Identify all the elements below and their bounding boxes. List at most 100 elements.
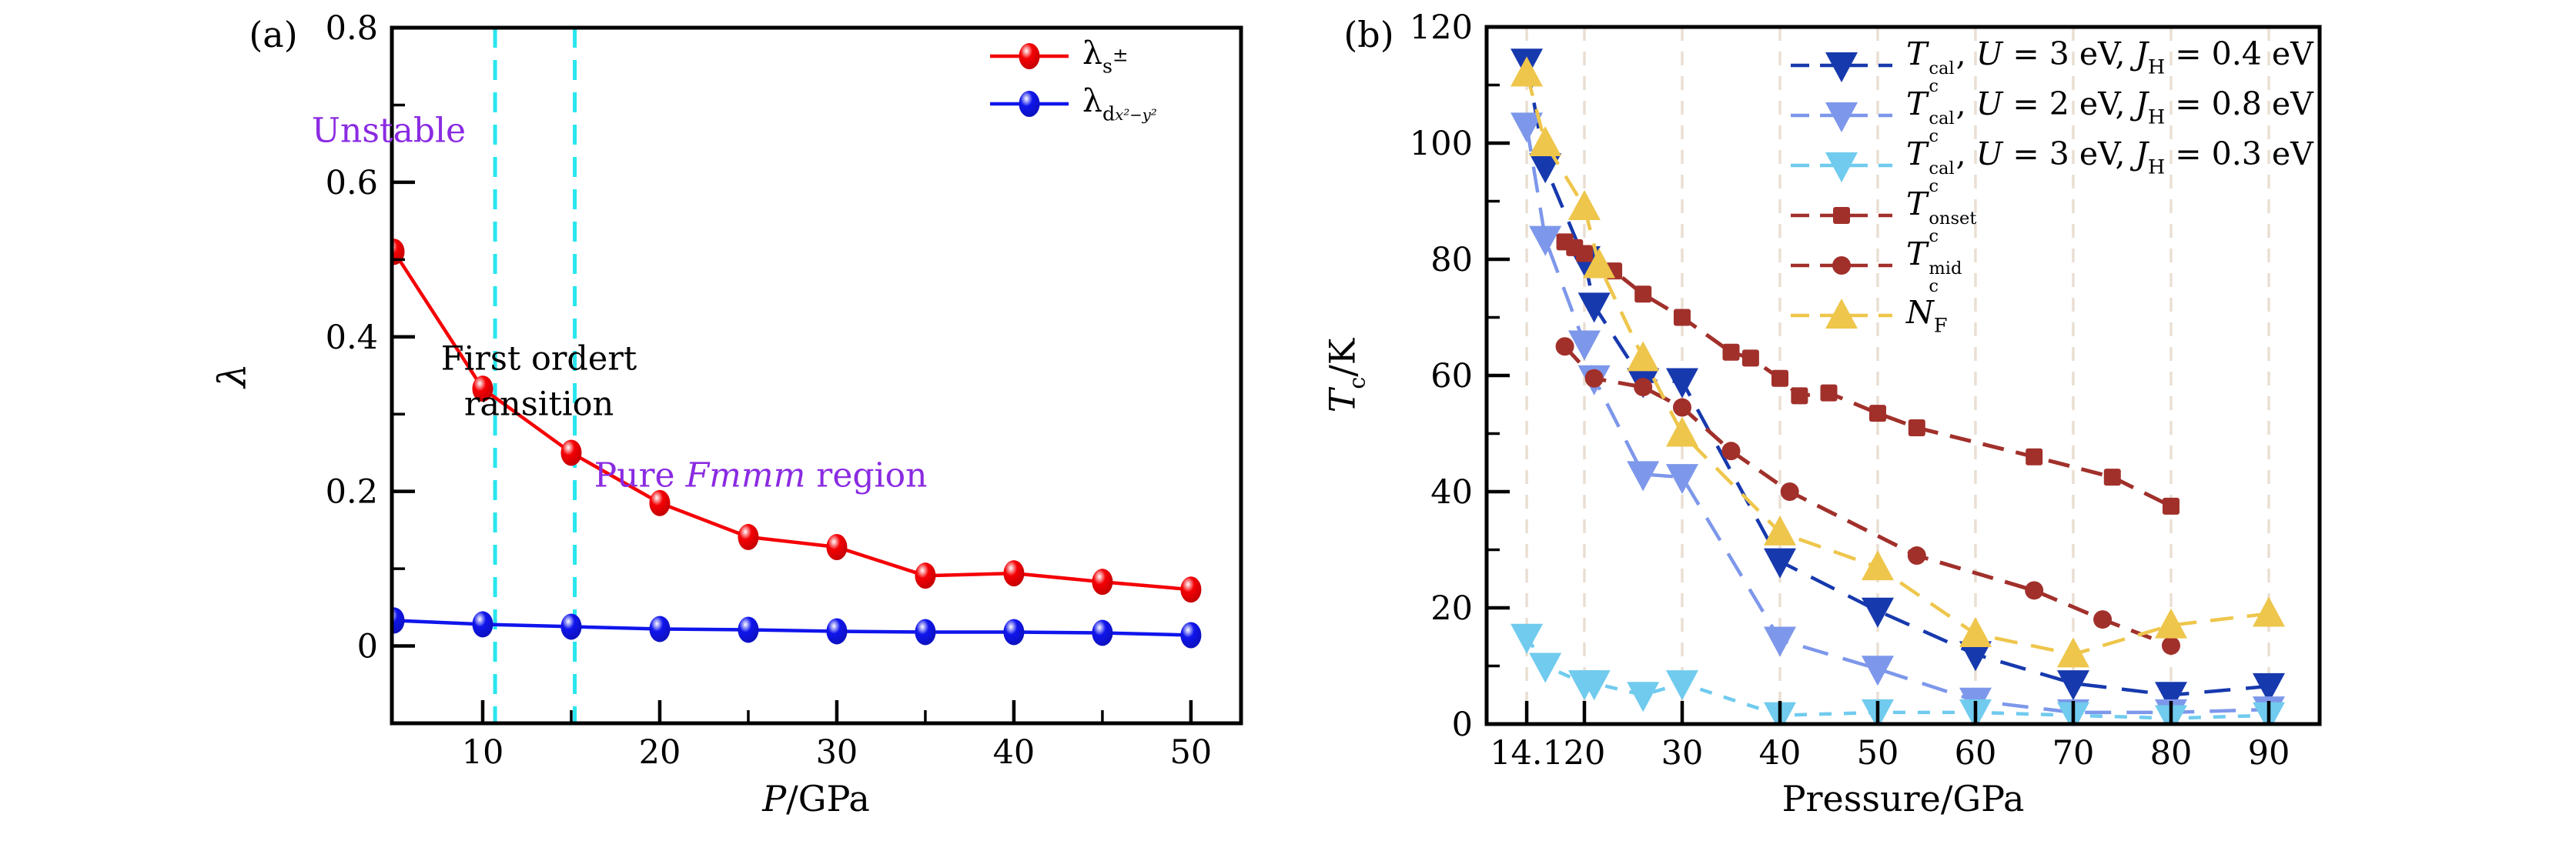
marker-ball (915, 619, 936, 646)
marker-circle (1907, 546, 1926, 566)
marker-square (1868, 405, 1886, 422)
x-tick-label: 90 (2248, 734, 2290, 773)
marker-ball (1019, 91, 1040, 117)
marker-ball (826, 533, 848, 560)
marker-triangle-down (1627, 682, 1660, 713)
series-lambda_d-line (393, 619, 1191, 637)
marker-triangle-down (1529, 652, 1562, 683)
series-tc_mid (1555, 337, 2180, 656)
marker-ball (560, 613, 582, 640)
marker-ball (1019, 43, 1040, 69)
marker-circle (1634, 378, 1653, 397)
legend-label-lambda_d: λdx²−y² (1082, 82, 1157, 125)
panel-a-x-axis-label: P/GPa (762, 778, 870, 819)
marker-triangle-up (2252, 596, 2285, 627)
marker-circle (2093, 610, 2113, 629)
marker-triangle-down (1665, 670, 1698, 701)
panel-a-y-axis-label: λ (210, 363, 255, 388)
x-tick-label: 20 (639, 733, 681, 772)
marker-circle (1780, 482, 1799, 501)
x-tick-label: 30 (1661, 734, 1704, 773)
series-tc_u2_j08-line (1524, 125, 2270, 715)
marker-triangle-down (1763, 626, 1796, 657)
panel-b-x-axis-label: Pressure/GPa (1781, 778, 2025, 819)
marker-triangle-down (2154, 682, 2187, 713)
panel-b-label: (b) (1343, 14, 1394, 55)
marker-ball (1092, 569, 1113, 596)
series-lambda_d (390, 607, 1202, 649)
marker-circle (1555, 337, 1574, 356)
marker-triangle-down (1529, 225, 1562, 256)
x-tick-label: 40 (993, 733, 1035, 772)
x-tick-label: 10 (462, 733, 504, 772)
legend-marker-tc_u2_j08 (1791, 102, 1892, 132)
marker-ball (1180, 622, 1202, 649)
marker-circle (1672, 398, 1691, 417)
marker-triangle-up (1627, 341, 1660, 372)
series-tc_u3_j03-line (1525, 636, 2270, 720)
marker-circle (1832, 255, 1851, 275)
series-lambda_s (390, 239, 1202, 603)
legend-marker-lambda_s (990, 43, 1069, 69)
marker-ball (915, 562, 936, 589)
marker-triangle-up (1665, 416, 1698, 447)
axes-frame (390, 25, 1243, 726)
panel-a: 10 20 30 40 50 0 0.2 0.4 0.6 0.8 (326, 9, 1243, 772)
marker-ball (738, 523, 759, 550)
marker-ball (738, 616, 759, 643)
marker-square (1833, 206, 1850, 224)
marker-ball (390, 239, 405, 265)
marker-triangle-down (2056, 670, 2089, 701)
marker-square (1791, 387, 1808, 405)
marker-triangle-down (1665, 368, 1698, 399)
series-lambda_s-line (393, 251, 1192, 592)
marker-triangle-up (1567, 190, 1601, 221)
marker-ball (1003, 619, 1025, 646)
marker-triangle-down (1577, 292, 1611, 323)
y-tick-label: 0.2 (326, 473, 378, 512)
marker-square (2026, 448, 2043, 466)
x-tick-label: 30 (816, 733, 858, 772)
y-tick-label: 120 (1410, 8, 1473, 47)
ticks-a: 10 20 30 40 50 0 0.2 0.4 0.6 0.8 (326, 9, 1213, 772)
marker-triangle-up (1583, 248, 1616, 279)
marker-triangle-up (2056, 637, 2089, 668)
marker-square (1722, 343, 1740, 361)
marker-ball (1180, 576, 1202, 603)
x-tick-label: 70 (2052, 734, 2095, 773)
x-tick-label: 60 (1955, 734, 1997, 773)
marker-triangle-down (1529, 153, 1562, 184)
marker-triangle-up (1763, 515, 1796, 546)
series-n_f-line (1524, 72, 2270, 656)
legend-marker-tc_onset (1791, 206, 1892, 224)
marker-square (1771, 369, 1788, 387)
marker-circle (2025, 581, 2044, 600)
marker-circle (1584, 369, 1604, 388)
y-tick-label: 20 (1430, 589, 1473, 628)
legend-label-lambda_s: λs± (1082, 35, 1129, 78)
y-tick-label: 40 (1430, 473, 1473, 512)
marker-triangle-down (1510, 112, 1544, 143)
x-tick-label: 14.1 (1490, 734, 1564, 773)
marker-triangle-up (1825, 298, 1858, 329)
legend-entry-n_f: NF (1788, 290, 2313, 340)
marker-triangle-up (1959, 616, 1992, 647)
marker-square (1741, 349, 1759, 367)
y-tick-label: 0.8 (326, 9, 378, 48)
marker-triangle-up (1510, 56, 1544, 87)
x-tick-label: 80 (2150, 734, 2193, 773)
marker-ball (560, 439, 582, 466)
marker-square (1634, 285, 1652, 303)
marker-ball (472, 611, 493, 638)
panel-a-label: (a) (249, 14, 298, 55)
